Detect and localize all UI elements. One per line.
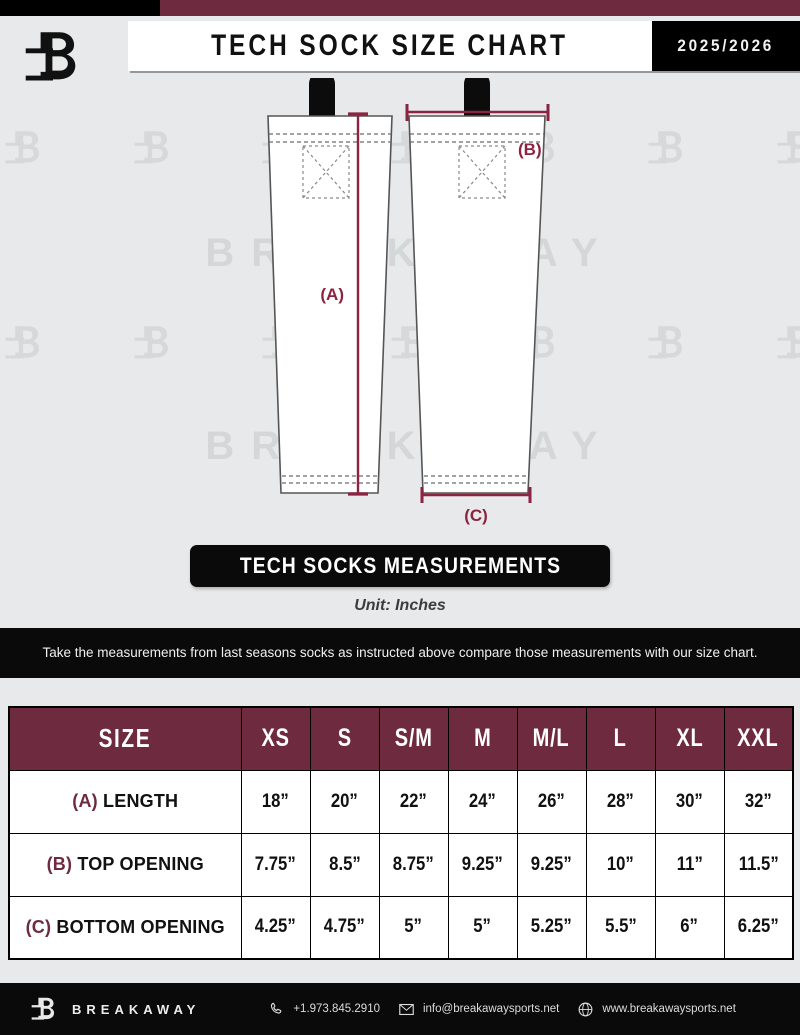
cell-top-m: 9.25” xyxy=(447,832,518,897)
page-title: TECH SOCK SIZE CHART xyxy=(128,21,652,71)
footer-bar: BREAKAWAY +1.973.845.2910 info@breakaway… xyxy=(0,983,800,1035)
footer-phone[interactable]: +1.973.845.2910 xyxy=(268,1001,380,1018)
column-header-label: XXL xyxy=(737,724,779,753)
cell-length-sm: 22” xyxy=(378,769,449,834)
sock-illustration-length: (A) xyxy=(267,78,393,496)
row-label-text: LENGTH xyxy=(103,791,179,811)
row-abbr: (C) xyxy=(25,916,52,937)
sock-body-outline xyxy=(267,115,393,494)
cell-length-s: 20” xyxy=(309,769,380,834)
sock-top-tab-icon xyxy=(464,78,490,118)
cell-length-xxl: 32” xyxy=(723,769,794,834)
top-stripe-black xyxy=(0,0,160,16)
length-dimension xyxy=(348,112,368,496)
table-row: (B) TOP OPENING 7.75” 8.5” 8.75” 9.25” 9… xyxy=(8,832,794,897)
breakaway-b-logo-icon xyxy=(25,32,76,81)
cell-bottom-m: 5” xyxy=(447,895,518,960)
season-badge-text: 2025/2026 xyxy=(677,36,775,55)
top-opening-dimension-label: (B) xyxy=(518,140,542,159)
sock-logo-box xyxy=(302,145,350,199)
cell-top-s: 8.5” xyxy=(309,832,380,897)
column-header-label: SIZE xyxy=(98,723,152,754)
footer-website-text: www.breakawaysports.net xyxy=(602,1003,736,1015)
row-label-top-opening: (B) TOP OPENING xyxy=(8,832,242,897)
sock-top-tab-icon xyxy=(309,78,335,118)
sock-logo-box xyxy=(458,145,506,199)
cell-bottom-xl: 6” xyxy=(654,895,725,960)
cell-bottom-sm: 5” xyxy=(378,895,449,960)
column-header-label: S xyxy=(337,724,352,753)
row-abbr: (B) xyxy=(46,854,73,874)
column-header-label: M xyxy=(473,724,492,753)
phone-icon xyxy=(271,1002,282,1014)
column-header-xl: XL xyxy=(654,706,725,771)
cell-bottom-xxl: 6.25” xyxy=(723,895,794,960)
column-header-sm: S/M xyxy=(378,706,449,771)
column-header-label: S/M xyxy=(394,724,433,753)
bottom-opening-dimension-label: (C) xyxy=(464,506,488,525)
header-title-bar: TECH SOCK SIZE CHART 2025/2026 xyxy=(128,21,800,71)
column-header-ml: M/L xyxy=(516,706,587,771)
row-label-length: (A) LENGTH xyxy=(8,769,242,834)
column-header-xs: XS xyxy=(240,706,311,771)
sock-measurement-diagram: (A) (B) (C) xyxy=(267,78,550,525)
size-table: SIZE XS S S/M M M/L L XL XXL (A) LENGTH … xyxy=(8,706,794,960)
envelope-icon xyxy=(399,1003,414,1015)
top-opening-dimension xyxy=(405,104,550,121)
instruction-band: Take the measurements from last seasons … xyxy=(0,628,800,678)
row-label-bottom-opening: (C) BOTTOM OPENING xyxy=(8,895,242,960)
column-header-label: XS xyxy=(261,724,290,753)
season-badge: 2025/2026 xyxy=(652,21,800,71)
cell-length-ml: 26” xyxy=(516,769,587,834)
cell-top-ml: 9.25” xyxy=(516,832,587,897)
row-abbr: (A) xyxy=(72,791,98,811)
footer-email-text: info@breakawaysports.net xyxy=(422,1003,560,1015)
sock-illustration-openings: (B) (C) xyxy=(405,78,550,525)
globe-icon xyxy=(578,1002,593,1016)
footer-phone-text: +1.973.845.2910 xyxy=(293,1003,380,1015)
column-header-label: M/L xyxy=(533,724,570,753)
cell-top-xl: 11” xyxy=(654,832,725,897)
column-header-s: S xyxy=(309,706,380,771)
column-header-label: L xyxy=(613,724,628,753)
column-header-label: XL xyxy=(675,724,704,753)
footer-contacts: +1.973.845.2910 info@breakawaysports.net… xyxy=(268,1001,736,1018)
row-label-text: BOTTOM OPENING xyxy=(56,916,225,937)
column-header-size: SIZE xyxy=(8,706,242,771)
unit-note: Unit: Inches xyxy=(354,597,446,614)
cell-length-xl: 30” xyxy=(654,769,725,834)
footer-brand: BREAKAWAY xyxy=(72,1001,201,1017)
cell-top-sm: 8.75” xyxy=(378,832,449,897)
top-stripe xyxy=(0,0,800,16)
size-table-container: SIZE XS S S/M M M/L L XL XXL (A) LENGTH … xyxy=(8,706,794,960)
measurements-banner: TECH SOCKS MEASUREMENTS xyxy=(190,545,610,587)
cell-bottom-ml: 5.25” xyxy=(516,895,587,960)
page-title-text: TECH SOCK SIZE CHART xyxy=(211,29,569,62)
sock-body-outline xyxy=(408,115,546,494)
column-header-m: M xyxy=(447,706,518,771)
row-label-text: TOP OPENING xyxy=(77,854,204,874)
cell-length-l: 28” xyxy=(585,769,656,834)
breakaway-b-logo-icon xyxy=(31,997,55,1020)
cell-length-m: 24” xyxy=(447,769,518,834)
footer-email[interactable]: info@breakawaysports.net xyxy=(398,1001,559,1018)
cell-bottom-xs: 4.25” xyxy=(240,895,311,960)
column-header-l: L xyxy=(585,706,656,771)
bottom-opening-dimension xyxy=(420,487,532,503)
cell-length-xs: 18” xyxy=(240,769,311,834)
top-stripe-maroon xyxy=(160,0,800,16)
cell-bottom-l: 5.5” xyxy=(585,895,656,960)
cell-top-l: 10” xyxy=(585,832,656,897)
cell-top-xxl: 11.5” xyxy=(723,832,794,897)
length-dimension-label: (A) xyxy=(320,285,344,304)
table-header-row: SIZE XS S S/M M M/L L XL XXL xyxy=(8,706,794,771)
table-row: (A) LENGTH 18” 20” 22” 24” 26” 28” 30” 3… xyxy=(8,769,794,834)
footer-website[interactable]: www.breakawaysports.net xyxy=(577,1001,736,1018)
cell-top-xs: 7.75” xyxy=(240,832,311,897)
cell-bottom-s: 4.75” xyxy=(309,895,380,960)
column-header-xxl: XXL xyxy=(723,706,794,771)
measurements-banner-text: TECH SOCKS MEASUREMENTS xyxy=(239,553,561,578)
table-row: (C) BOTTOM OPENING 4.25” 4.75” 5” 5” 5.2… xyxy=(8,895,794,960)
